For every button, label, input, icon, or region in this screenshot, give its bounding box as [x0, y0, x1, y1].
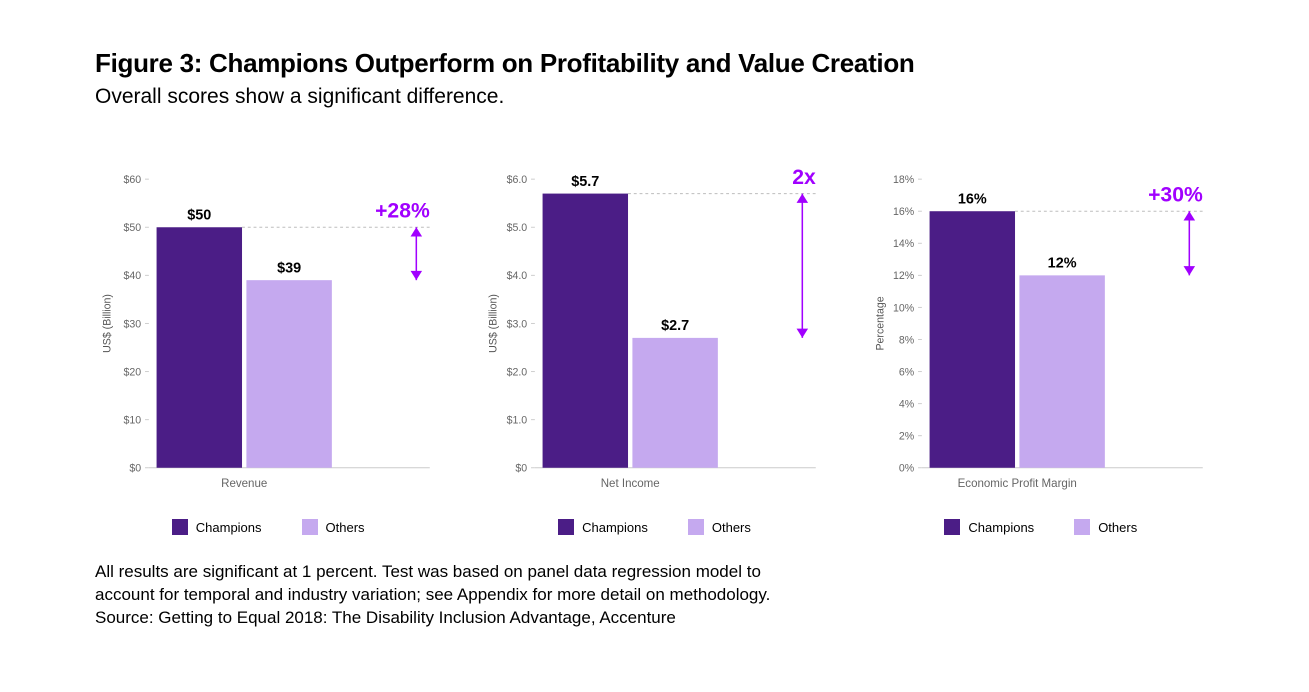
legend: Champions Others [868, 519, 1214, 535]
figure-title: Figure 3: Champions Outperform on Profit… [95, 48, 1214, 79]
legend-champions-label: Champions [968, 520, 1034, 535]
svg-text:$2.0: $2.0 [507, 366, 528, 378]
legend-others-label: Others [712, 520, 751, 535]
legend-others-label: Others [326, 520, 365, 535]
svg-text:14%: 14% [893, 238, 915, 250]
footnote-line-3: Source: Getting to Equal 2018: The Disab… [95, 607, 1214, 630]
figure-footnote: All results are significant at 1 percent… [95, 561, 1214, 630]
legend-champions-label: Champions [196, 520, 262, 535]
svg-text:$50: $50 [187, 208, 211, 224]
svg-text:Percentage: Percentage [874, 296, 886, 350]
svg-text:18%: 18% [893, 174, 915, 186]
svg-text:US$ (Billion): US$ (Billion) [101, 294, 113, 353]
chart-revenue: $0 $10 $20 $30 $40 $50 $60 US$ (Billion) $50 $39 +… [95, 155, 441, 535]
svg-text:$6.0: $6.0 [507, 174, 528, 186]
figure-3: Figure 3: Champions Outperform on Profit… [0, 0, 1309, 692]
svg-text:$30: $30 [124, 318, 142, 330]
chart-svg: $0 $1.0 $2.0 $3.0 $4.0 $5.0 $6.0 US$ (Billion) $… [481, 155, 827, 515]
svg-text:Revenue: Revenue [221, 478, 267, 490]
svg-text:Net Income: Net Income [601, 478, 660, 490]
svg-text:$3.0: $3.0 [507, 318, 528, 330]
svg-text:$0: $0 [516, 463, 528, 475]
chart-svg: 0% 2% 4% 6% 8% 10% 12% 14% 16% 18% Percentage 16% 12… [868, 155, 1214, 515]
legend-champions-label: Champions [582, 520, 648, 535]
svg-text:+28%: +28% [375, 200, 430, 223]
footnote-line-1: All results are significant at 1 percent… [95, 561, 1214, 584]
svg-text:+30%: +30% [1148, 184, 1203, 207]
svg-text:10%: 10% [893, 302, 915, 314]
svg-text:$0: $0 [129, 463, 141, 475]
svg-text:4%: 4% [899, 398, 915, 410]
legend-others: Others [688, 519, 751, 535]
svg-text:16%: 16% [893, 206, 915, 218]
svg-text:16%: 16% [958, 192, 987, 208]
chart-svg: $0 $10 $20 $30 $40 $50 $60 US$ (Billion) $50 $39 +… [95, 155, 441, 515]
swatch-champions [944, 519, 960, 535]
swatch-champions [172, 519, 188, 535]
legend-champions: Champions [558, 519, 648, 535]
svg-text:$60: $60 [124, 174, 142, 186]
swatch-others [302, 519, 318, 535]
svg-text:6%: 6% [899, 366, 915, 378]
svg-text:Economic Profit Margin: Economic Profit Margin [957, 478, 1076, 490]
swatch-others [688, 519, 704, 535]
chart-net-income: $0 $1.0 $2.0 $3.0 $4.0 $5.0 $6.0 US$ (Billion) $… [481, 155, 827, 535]
svg-text:2x: 2x [793, 166, 817, 189]
svg-text:$40: $40 [124, 270, 142, 282]
svg-text:$2.7: $2.7 [661, 318, 689, 334]
svg-text:12%: 12% [1047, 256, 1076, 272]
legend-champions: Champions [172, 519, 262, 535]
swatch-champions [558, 519, 574, 535]
svg-text:12%: 12% [893, 270, 915, 282]
legend-others: Others [1074, 519, 1137, 535]
svg-text:8%: 8% [899, 334, 915, 346]
legend-others: Others [302, 519, 365, 535]
legend: Champions Others [95, 519, 441, 535]
svg-text:$5.0: $5.0 [507, 222, 528, 234]
footnote-line-2: account for temporal and industry variat… [95, 584, 1214, 607]
figure-subtitle: Overall scores show a significant differ… [95, 85, 1214, 109]
svg-text:$4.0: $4.0 [507, 270, 528, 282]
svg-text:$1.0: $1.0 [507, 415, 528, 427]
svg-text:$10: $10 [124, 415, 142, 427]
charts-row: $0 $10 $20 $30 $40 $50 $60 US$ (Billion) $50 $39 +… [95, 155, 1214, 535]
svg-text:0%: 0% [899, 463, 915, 475]
svg-text:$39: $39 [277, 260, 301, 276]
svg-text:$20: $20 [124, 366, 142, 378]
svg-text:$50: $50 [124, 222, 142, 234]
legend-others-label: Others [1098, 520, 1137, 535]
chart-economic-profit-margin: 0% 2% 4% 6% 8% 10% 12% 14% 16% 18% Percentage 16% 12… [868, 155, 1214, 535]
swatch-others [1074, 519, 1090, 535]
svg-text:2%: 2% [899, 431, 915, 443]
svg-text:$5.7: $5.7 [572, 174, 600, 190]
legend-champions: Champions [944, 519, 1034, 535]
svg-text:US$ (Billion): US$ (Billion) [488, 294, 500, 353]
legend: Champions Others [481, 519, 827, 535]
